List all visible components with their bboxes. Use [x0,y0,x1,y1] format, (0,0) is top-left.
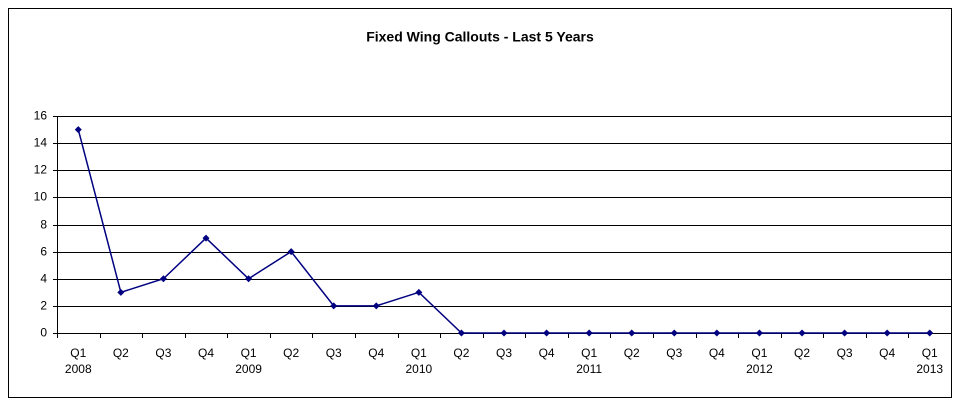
marker [500,329,508,337]
marker [117,288,125,296]
x-tick-label: Q3 [326,346,342,360]
x-tick-label: Q4 [198,346,214,360]
x-tick-label: Q1 [70,346,86,360]
x-tick-label: Q3 [837,346,853,360]
x-group-label: 2010 [406,362,433,376]
y-tick-label: 4 [40,272,47,286]
marker [202,234,210,242]
marker [372,302,380,310]
chart-frame [8,8,952,398]
x-tick-label: Q2 [283,346,299,360]
x-group-label: 2008 [65,362,92,376]
x-tick-label: Q4 [709,346,725,360]
marker [159,275,167,283]
marker [883,329,891,337]
marker [415,288,423,296]
y-tick-label: 8 [40,218,47,232]
marker [74,126,82,134]
x-tick-label: Q2 [453,346,469,360]
y-tick-label: 10 [34,190,48,204]
x-tick-label: Q2 [794,346,810,360]
marker [798,329,806,337]
marker [543,329,551,337]
x-tick-label: Q3 [496,346,512,360]
marker [457,329,465,337]
x-tick-label: Q4 [539,346,555,360]
x-tick-label: Q1 [581,346,597,360]
x-tick-label: Q3 [155,346,171,360]
marker [245,275,253,283]
marker [585,329,593,337]
marker [628,329,636,337]
marker [670,329,678,337]
y-tick-label: 16 [34,109,48,123]
chart-title: Fixed Wing Callouts - Last 5 Years [366,29,594,45]
x-tick-label: Q4 [879,346,895,360]
x-group-label: 2011 [576,362,602,376]
x-group-label: 2012 [746,362,773,376]
x-tick-label: Q1 [411,346,427,360]
x-tick-label: Q1 [241,346,257,360]
marker [713,329,721,337]
x-tick-label: Q2 [624,346,640,360]
y-tick-label: 2 [40,299,47,313]
y-tick-label: 0 [40,326,47,340]
marker [755,329,763,337]
marker [926,329,934,337]
y-tick-label: 14 [34,136,48,150]
marker [330,302,338,310]
marker [841,329,849,337]
y-tick-label: 6 [40,245,47,259]
x-tick-label: Q3 [666,346,682,360]
y-tick-label: 12 [34,163,48,177]
x-tick-label: Q1 [751,346,767,360]
x-tick-label: Q1 [922,346,938,360]
x-tick-label: Q4 [368,346,384,360]
x-tick-label: Q2 [113,346,129,360]
x-group-label: 2009 [235,362,262,376]
marker [287,248,295,256]
x-group-label: 2013 [916,362,943,376]
